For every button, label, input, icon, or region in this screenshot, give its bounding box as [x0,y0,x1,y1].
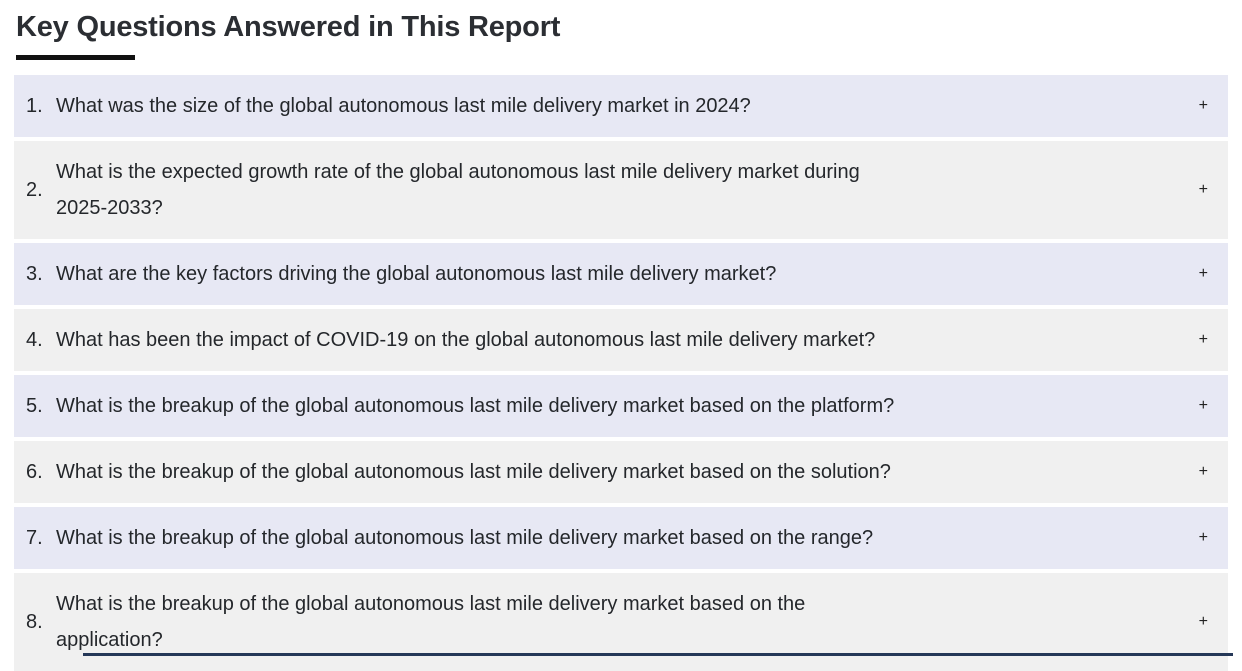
expand-plus-icon[interactable]: + [1198,331,1208,348]
question-number: 8. [26,611,43,633]
question-text: What was the size of the global autonomo… [56,95,751,117]
question-text: What is the breakup of the global autono… [56,395,895,417]
question-row-6[interactable]: 6. What is the breakup of the global aut… [14,441,1228,503]
faq-list: 1. What was the size of the global auton… [14,75,1228,671]
expand-plus-icon[interactable]: + [1198,265,1208,282]
question-number: 1. [26,95,43,117]
question-text: What is the breakup of the global autono… [56,593,806,651]
question-text: What are the key factors driving the glo… [56,263,777,285]
question-text: What is the breakup of the global autono… [56,461,891,483]
question-number: 6. [26,461,43,483]
question-number: 4. [26,329,43,351]
next-section-edge [83,653,1233,656]
page-title: Key Questions Answered in This Report [16,11,561,43]
question-row-5[interactable]: 5. What is the breakup of the global aut… [14,375,1228,437]
question-row-1[interactable]: 1. What was the size of the global auton… [14,75,1228,137]
question-row-8[interactable]: 8. What is the breakup of the global aut… [14,573,1228,671]
question-text: What is the expected growth rate of the … [56,161,860,219]
question-number: 5. [26,395,43,417]
question-number: 3. [26,263,43,285]
expand-plus-icon[interactable]: + [1198,397,1208,414]
expand-plus-icon[interactable]: + [1198,613,1208,630]
question-number: 2. [26,179,43,201]
question-row-2[interactable]: 2. What is the expected growth rate of t… [14,141,1228,239]
expand-plus-icon[interactable]: + [1198,97,1208,114]
expand-plus-icon[interactable]: + [1198,463,1208,480]
expand-plus-icon[interactable]: + [1198,181,1208,198]
question-row-3[interactable]: 3. What are the key factors driving the … [14,243,1228,305]
expand-plus-icon[interactable]: + [1198,529,1208,546]
question-text: What is the breakup of the global autono… [56,527,874,549]
question-number: 7. [26,527,43,549]
question-row-4[interactable]: 4. What has been the impact of COVID-19 … [14,309,1228,371]
question-row-7[interactable]: 7. What is the breakup of the global aut… [14,507,1228,569]
title-underline [16,55,135,60]
question-text: What has been the impact of COVID-19 on … [56,329,876,351]
